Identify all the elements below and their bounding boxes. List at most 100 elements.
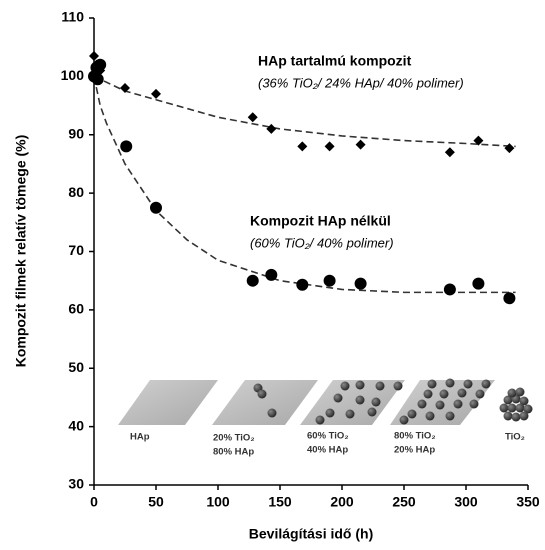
data-point — [473, 135, 484, 146]
data-point — [503, 292, 516, 305]
inset-particle — [427, 379, 437, 389]
inset-particle — [257, 389, 267, 399]
x-tick-label: 300 — [454, 494, 478, 510]
inset-particle — [333, 393, 343, 403]
inset-particle — [367, 407, 377, 417]
y-tick-label: 60 — [68, 301, 84, 317]
y-tick-label: 100 — [61, 67, 85, 83]
y-tick-label: 30 — [68, 476, 84, 492]
data-point — [120, 140, 133, 153]
inset-particle — [445, 411, 455, 421]
fit-curve — [93, 76, 516, 294]
inset-particle — [457, 388, 467, 398]
inset-particle — [355, 395, 365, 405]
inset-plate — [212, 380, 318, 425]
inset-particle — [325, 408, 335, 418]
inset-particle — [515, 403, 525, 413]
x-tick-label: 250 — [392, 494, 416, 510]
inset-particle — [445, 378, 455, 388]
inset-particle — [519, 411, 529, 421]
inset-particle — [469, 399, 479, 409]
series-label: HAp tartalmú kompozit — [258, 53, 412, 69]
inset-particle — [523, 404, 533, 414]
inset-label: 40% HAp — [307, 445, 348, 456]
inset-particle — [475, 389, 485, 399]
inset-label: TiO₂ — [505, 432, 525, 443]
inset-particle — [453, 399, 463, 409]
series-label: Kompozit HAp nélkül — [250, 213, 391, 229]
data-point — [120, 83, 130, 94]
inset-label: 20% TiO₂ — [213, 433, 255, 444]
y-tick-label: 50 — [68, 359, 84, 375]
x-tick-label: 150 — [268, 494, 292, 510]
data-point — [324, 141, 335, 152]
y-tick-label: 80 — [68, 184, 84, 200]
inset-particle — [371, 397, 381, 407]
inset-label: 80% TiO₂ — [394, 431, 436, 442]
fit-curve — [93, 75, 516, 148]
inset-particle — [393, 381, 403, 391]
inset-particle — [375, 381, 385, 391]
data-point — [247, 112, 258, 123]
data-point — [444, 147, 455, 158]
inset-label: 20% HAp — [394, 445, 435, 456]
data-point — [246, 274, 259, 287]
inset-particle — [399, 415, 409, 425]
composition-label: (36% TiO₂/ 24% HAp/ 40% polimer) — [258, 75, 464, 90]
data-point — [265, 268, 278, 281]
data-point — [355, 139, 366, 150]
inset-particle — [407, 409, 417, 419]
data-point — [151, 88, 161, 99]
data-point — [94, 58, 107, 71]
y-tick-label: 70 — [68, 242, 84, 258]
x-tick-label: 50 — [148, 494, 164, 510]
inset-particle — [503, 395, 513, 405]
data-point — [297, 141, 308, 152]
y-tick-label: 40 — [68, 417, 84, 433]
inset-particle — [503, 411, 513, 421]
x-tick-label: 100 — [206, 494, 230, 510]
inset-particle — [507, 388, 517, 398]
inset-particle — [315, 415, 325, 425]
inset-particle — [425, 411, 435, 421]
inset-particle — [417, 399, 427, 409]
inset-label: 80% HAp — [213, 447, 254, 458]
data-point — [443, 283, 456, 296]
inset-plate — [300, 380, 405, 425]
inset-particle — [423, 389, 433, 399]
inset-particle — [511, 412, 521, 422]
inset-label: 60% TiO₂ — [307, 431, 349, 442]
data-point — [266, 123, 277, 134]
inset-particle — [439, 389, 449, 399]
data-point — [91, 73, 104, 86]
x-tick-label: 200 — [330, 494, 354, 510]
data-point — [89, 50, 99, 61]
inset-particle — [499, 403, 509, 413]
data-point — [296, 278, 309, 291]
y-axis-title: Kompozit filmek relatív tömege (%) — [13, 135, 29, 368]
inset-particle — [267, 408, 277, 418]
data-point — [354, 277, 367, 290]
inset-particle — [519, 396, 529, 406]
data-point — [323, 274, 336, 287]
data-point — [150, 201, 162, 214]
inset-plate — [118, 380, 218, 425]
inset-particle — [340, 381, 350, 391]
inset-particle — [355, 380, 365, 390]
inset-particle — [507, 403, 517, 413]
y-tick-label: 90 — [68, 125, 84, 141]
composition-label: (60% TiO₂/ 40% polimer) — [250, 235, 394, 250]
x-axis-title: Bevilágítási idő (h) — [249, 526, 373, 542]
x-tick-label: 0 — [90, 494, 98, 510]
inset-particle — [435, 400, 445, 410]
y-tick-label: 110 — [61, 9, 84, 25]
x-tick-label: 350 — [516, 494, 540, 510]
inset-particle — [345, 409, 355, 419]
inset-particle — [463, 379, 473, 389]
inset-particle — [515, 387, 525, 397]
inset-particle — [481, 379, 491, 389]
data-point — [472, 277, 485, 290]
data-point — [504, 143, 515, 154]
inset-label: HAp — [130, 432, 150, 443]
